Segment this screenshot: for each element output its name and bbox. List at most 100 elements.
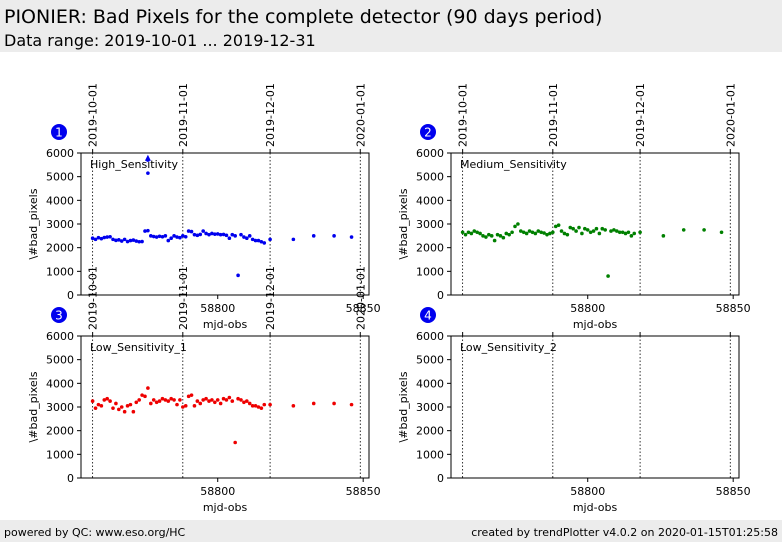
- data-point: [548, 231, 552, 236]
- data-point: [638, 230, 642, 235]
- data-point: [149, 234, 153, 238]
- data-point: [90, 236, 95, 240]
- data-point: [131, 238, 136, 242]
- data-point: [166, 399, 171, 403]
- data-point: [245, 236, 249, 240]
- x-tick-label: 58800: [570, 302, 605, 315]
- data-point: [524, 231, 529, 236]
- data-point: [172, 398, 176, 402]
- data-point: [146, 158, 150, 162]
- data-point: [189, 393, 194, 397]
- data-point: [151, 234, 156, 239]
- y-tick-label: 4000: [416, 377, 444, 390]
- data-point: [603, 228, 607, 232]
- data-point: [134, 400, 139, 405]
- data-point: [719, 230, 724, 235]
- data-point: [242, 235, 246, 239]
- data-point: [542, 231, 546, 235]
- y-tick-label: 4000: [46, 194, 74, 207]
- data-point: [213, 232, 217, 236]
- footer-bar: powered by QC: www.eso.org/HC created by…: [0, 520, 782, 542]
- data-point: [146, 386, 150, 390]
- y-tick-label: 2000: [416, 242, 444, 255]
- data-point: [472, 229, 477, 233]
- chart-panel-2: 2 2019-10-01 2019-11-01 2019-12-01 2020-01-0…: [397, 83, 751, 331]
- data-point: [175, 235, 179, 239]
- data-point: [93, 406, 98, 410]
- data-point: [629, 234, 634, 238]
- plot-frame: [80, 152, 370, 296]
- data-point: [93, 237, 98, 242]
- data-point: [160, 396, 165, 401]
- data-point: [463, 232, 468, 237]
- data-point: [481, 234, 485, 238]
- data-point: [591, 229, 596, 233]
- data-point: [469, 231, 474, 236]
- chart-panel-3: 3 2019-10-01 2019-11-01 2019-12-01 2020-01-0…: [27, 266, 381, 514]
- data-point: [224, 233, 229, 238]
- y-tick-label: 3000: [46, 218, 74, 231]
- y-axis-label: \#bad_pixels: [27, 188, 40, 259]
- panel-number-label: 1: [55, 126, 63, 140]
- data-point: [149, 401, 153, 406]
- data-point: [230, 399, 235, 403]
- data-point: [114, 401, 118, 406]
- series-label: Low_Sensitivity_1: [90, 341, 187, 354]
- data-point: [574, 229, 578, 233]
- data-point: [163, 398, 168, 402]
- data-point: [105, 235, 109, 239]
- data-point: [259, 239, 264, 244]
- y-tick-label: 6000: [416, 147, 444, 160]
- data-point: [530, 230, 535, 235]
- data-point: [183, 404, 188, 408]
- x-axis-label: mjd-obs: [573, 501, 618, 514]
- data-point: [612, 228, 616, 232]
- data-point: [143, 229, 147, 233]
- panel-number-label: 2: [424, 126, 432, 140]
- data-point: [571, 226, 575, 231]
- data-point: [247, 234, 252, 238]
- y-tick-label: 0: [437, 472, 444, 485]
- panel-number-badge: [51, 124, 67, 140]
- data-point: [620, 230, 625, 235]
- data-point: [114, 238, 118, 243]
- data-point: [146, 171, 150, 175]
- data-point: [510, 230, 514, 235]
- data-point: [588, 230, 593, 235]
- data-point: [224, 398, 229, 402]
- data-point: [466, 230, 471, 235]
- chart-panel-4: 4 0 1000 2000 3000 4000 5000 6000 58800 58850 mjd-…: [397, 307, 751, 514]
- data-point: [117, 238, 121, 242]
- data-point: [186, 229, 191, 233]
- data-point: [128, 238, 133, 243]
- data-point: [221, 232, 226, 237]
- data-point: [195, 233, 200, 238]
- x-tick-label: 58850: [716, 302, 751, 315]
- data-point: [198, 232, 203, 237]
- data-point: [111, 237, 115, 242]
- data-point: [501, 235, 506, 240]
- data-point: [551, 230, 555, 235]
- data-point: [125, 239, 130, 244]
- data-point: [128, 402, 133, 407]
- data-point: [181, 234, 185, 238]
- data-point: [247, 401, 252, 406]
- y-tick-label: 5000: [46, 171, 74, 184]
- y-tick-label: 2000: [46, 425, 74, 438]
- data-point: [521, 230, 526, 235]
- data-point: [239, 232, 243, 237]
- data-point: [615, 229, 619, 233]
- footer-created-by: created by trendPlotter v4.0.2 on 2020-0…: [471, 526, 778, 539]
- data-point: [533, 231, 538, 236]
- data-point: [204, 231, 208, 236]
- data-point: [291, 404, 296, 408]
- date-tick-label: 2019-11-01: [547, 83, 560, 147]
- data-point: [218, 232, 223, 237]
- data-point: [119, 239, 124, 243]
- page-title: PIONIER: Bad Pixels for the complete det…: [4, 6, 603, 28]
- x-tick-label: 58850: [716, 485, 751, 498]
- y-axis-label: \#bad_pixels: [397, 371, 410, 442]
- data-point: [597, 231, 602, 236]
- data-point: [236, 396, 240, 401]
- data-point: [256, 238, 261, 243]
